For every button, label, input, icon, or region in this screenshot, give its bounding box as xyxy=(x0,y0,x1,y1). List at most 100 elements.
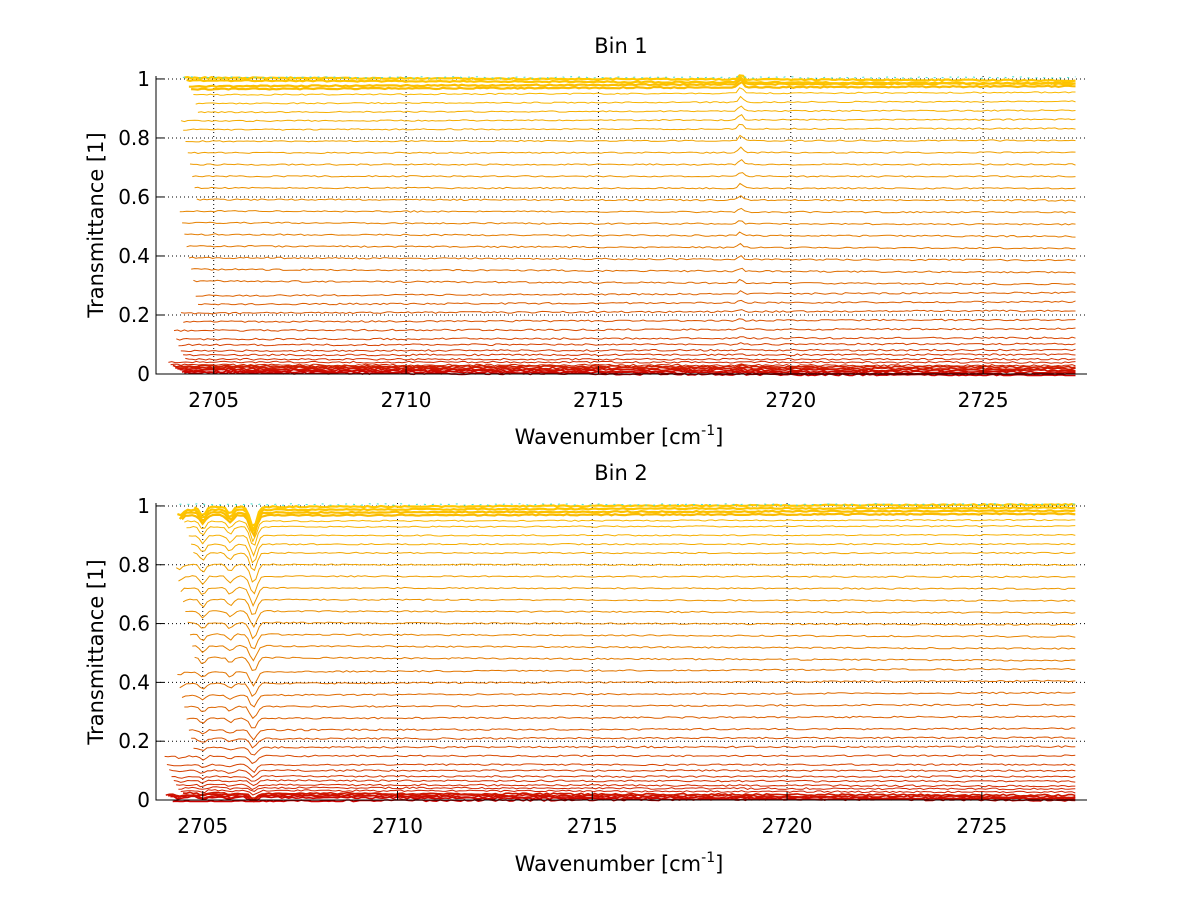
series-line xyxy=(185,357,1076,361)
series-line xyxy=(191,267,1076,274)
panel-bin-2: Bin 2 Transmittance [1] Wavenumber [cm-1… xyxy=(84,461,1087,876)
series-line xyxy=(184,703,1076,720)
x-tick-label: 2725 xyxy=(958,388,1009,412)
series-line xyxy=(195,290,1076,297)
y-tick-label: 0.6 xyxy=(118,612,150,636)
series-group xyxy=(168,74,1076,377)
series-line xyxy=(178,575,1076,595)
series-line xyxy=(182,220,1076,226)
series-line xyxy=(186,242,1076,250)
y-ticks: 0 0.2 0.4 0.6 0.8 1 xyxy=(118,494,164,812)
x-axis-label: Wavenumber [cm-1] xyxy=(515,423,724,449)
series-line xyxy=(189,158,1076,166)
y-tick-label: 0.8 xyxy=(118,126,150,150)
series-line xyxy=(180,309,1076,315)
series-line xyxy=(194,656,1076,671)
x-tick-label: 2710 xyxy=(381,388,432,412)
series-line xyxy=(179,679,1076,697)
y-tick-label: 1 xyxy=(137,67,150,91)
series-line xyxy=(193,87,1076,96)
series-line xyxy=(191,80,1076,91)
series-line xyxy=(187,621,1076,640)
series-line xyxy=(182,598,1076,615)
series-line xyxy=(197,105,1076,114)
x-tick-label: 2705 xyxy=(188,388,239,412)
series-line xyxy=(188,255,1076,262)
series-line xyxy=(186,524,1076,546)
y-tick-label: 0.2 xyxy=(118,729,150,753)
series-line xyxy=(185,134,1076,143)
series-line xyxy=(180,586,1076,607)
series-group xyxy=(164,502,1076,803)
x-tick-label: 2705 xyxy=(177,814,228,838)
series-line xyxy=(168,360,1076,364)
series-line xyxy=(192,172,1076,178)
x-tick-label: 2710 xyxy=(372,814,423,838)
series-line xyxy=(171,774,1076,782)
series-line xyxy=(178,786,1076,792)
x-tick-label: 2720 xyxy=(762,814,813,838)
series-line xyxy=(182,76,1076,79)
series-line xyxy=(192,644,1076,662)
series-line xyxy=(166,763,1076,774)
series-line xyxy=(183,353,1076,357)
series-line xyxy=(176,336,1076,341)
x-tick-label: 2715 xyxy=(573,388,624,412)
y-tick-label: 0.4 xyxy=(118,670,150,694)
series-line xyxy=(187,146,1076,155)
x-axis-label: Wavenumber [cm-1] xyxy=(515,850,724,876)
series-line xyxy=(189,633,1076,650)
series-line xyxy=(178,342,1076,347)
y-axis-label: Transmittance [1] xyxy=(84,559,108,745)
y-tick-label: 0.4 xyxy=(118,244,150,268)
series-line xyxy=(177,506,1076,533)
x-tick-label: 2720 xyxy=(765,388,816,412)
series-line xyxy=(173,327,1076,332)
grid xyxy=(156,503,1087,801)
x-ticks: 2705 2710 2715 2720 2725 xyxy=(188,366,1009,412)
series-line xyxy=(184,231,1076,238)
series-line xyxy=(183,123,1076,131)
series-line xyxy=(180,348,1076,353)
series-line xyxy=(170,363,1076,367)
series-line xyxy=(169,769,1076,778)
series-line xyxy=(164,754,1076,765)
series-line xyxy=(184,518,1076,543)
series-line xyxy=(172,796,1076,803)
series-line xyxy=(193,551,1076,572)
y-tick-label: 0 xyxy=(137,362,150,386)
y-axis-label: Transmittance [1] xyxy=(84,132,108,318)
series-line xyxy=(188,727,1076,741)
series-line xyxy=(186,715,1076,729)
series-line xyxy=(179,368,1076,374)
y-tick-label: 1 xyxy=(137,494,150,518)
series-line xyxy=(179,207,1076,214)
series-line xyxy=(195,95,1076,105)
series-line xyxy=(191,736,1076,749)
panel-title: Bin 2 xyxy=(594,461,648,485)
panel-bin-1: Bin 1 Transmittance [1] Wavenumber [cm-1… xyxy=(84,34,1087,449)
x-ticks: 2705 2710 2715 2720 2725 xyxy=(177,792,1007,838)
series-line xyxy=(172,364,1076,369)
series-line xyxy=(182,791,1076,799)
series-line xyxy=(175,563,1076,583)
series-line xyxy=(193,502,1076,528)
y-tick-label: 0 xyxy=(137,788,150,812)
series-line xyxy=(184,74,1076,83)
panel-title: Bin 1 xyxy=(594,34,648,58)
series-line xyxy=(185,609,1076,628)
y-tick-label: 0.8 xyxy=(118,553,150,577)
y-tick-label: 0.6 xyxy=(118,185,150,209)
series-line xyxy=(177,667,1076,687)
grid xyxy=(156,76,1087,375)
series-line xyxy=(197,299,1076,306)
series-line xyxy=(176,783,1076,791)
series-line xyxy=(193,278,1076,286)
series-line xyxy=(181,512,1076,539)
series-line xyxy=(196,195,1076,202)
series-line xyxy=(180,789,1076,796)
series-line xyxy=(183,318,1076,323)
series-line xyxy=(188,533,1076,557)
y-ticks: 0 0.2 0.4 0.6 0.8 1 xyxy=(118,67,164,386)
